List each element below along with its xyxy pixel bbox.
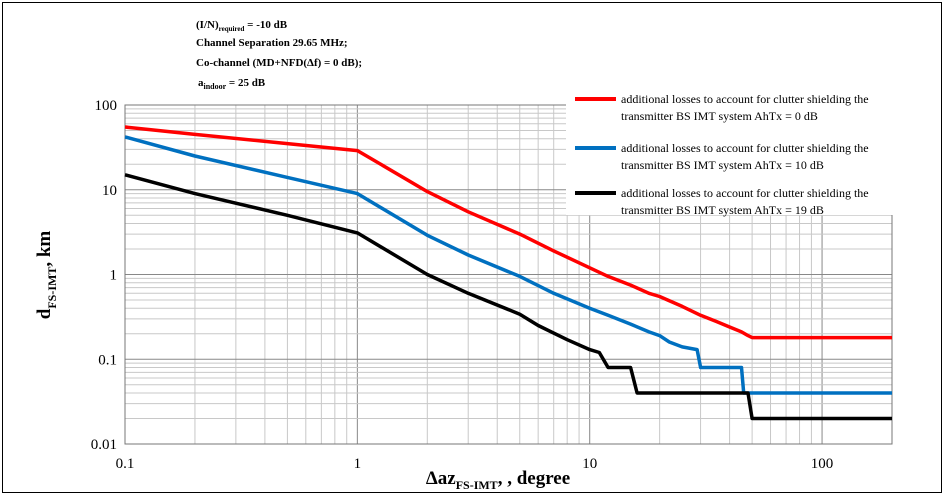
y-tick-label: 100 [95, 98, 118, 114]
legend: additional losses to account for clutter… [575, 92, 869, 217]
tick-labels: 0.1 1 10 100 100 10 1 0.1 0.01 [91, 98, 834, 472]
legend-label-1: additional losses to account for clutter… [621, 92, 869, 106]
y-tick-label: 1 [110, 268, 118, 284]
y-tick-label: 10 [102, 183, 117, 199]
legend-label-1: transmitter BS IMT system AhTx = 0 dB [621, 109, 818, 123]
legend-label-3: additional losses to account for clutter… [621, 186, 869, 200]
legend-background [566, 87, 924, 215]
annotation-line-1: (I/N)required = -10 dB [196, 19, 288, 33]
x-tick-label: 100 [811, 456, 834, 472]
annotation-line-3: Co-channel (MD+NFD(Δf) = 0 dB); [196, 57, 362, 69]
series-line-1 [124, 125, 892, 340]
annotation-line-2: Channel Separation 29.65 MHz; [196, 37, 348, 49]
x-tick-label: 0.1 [116, 456, 135, 472]
x-axis-title: ΔazFS-IMT, , degree [426, 468, 570, 492]
series-layer [124, 125, 892, 421]
y-tick-label: 0.1 [98, 352, 117, 368]
series-line-3 [124, 173, 892, 421]
legend-label-3: transmitter BS IMT system AhTx = 19 dB [621, 203, 824, 217]
plot-area-border [124, 104, 893, 445]
annotation-block: (I/N)required = -10 dB Channel Separatio… [196, 19, 362, 91]
legend-label-2: transmitter BS IMT system AhTx = 10 dB [621, 158, 824, 172]
x-tick-label: 10 [582, 456, 597, 472]
x-tick-label: 1 [354, 456, 362, 472]
legend-label-2: additional losses to account for clutter… [621, 141, 869, 155]
y-tick-label: 0.01 [91, 437, 117, 453]
annotation-line-4: aindoor = 25 dB [198, 77, 266, 91]
series-line-2 [124, 135, 892, 395]
y-axis-title: dFS-IMT, km [34, 231, 59, 320]
